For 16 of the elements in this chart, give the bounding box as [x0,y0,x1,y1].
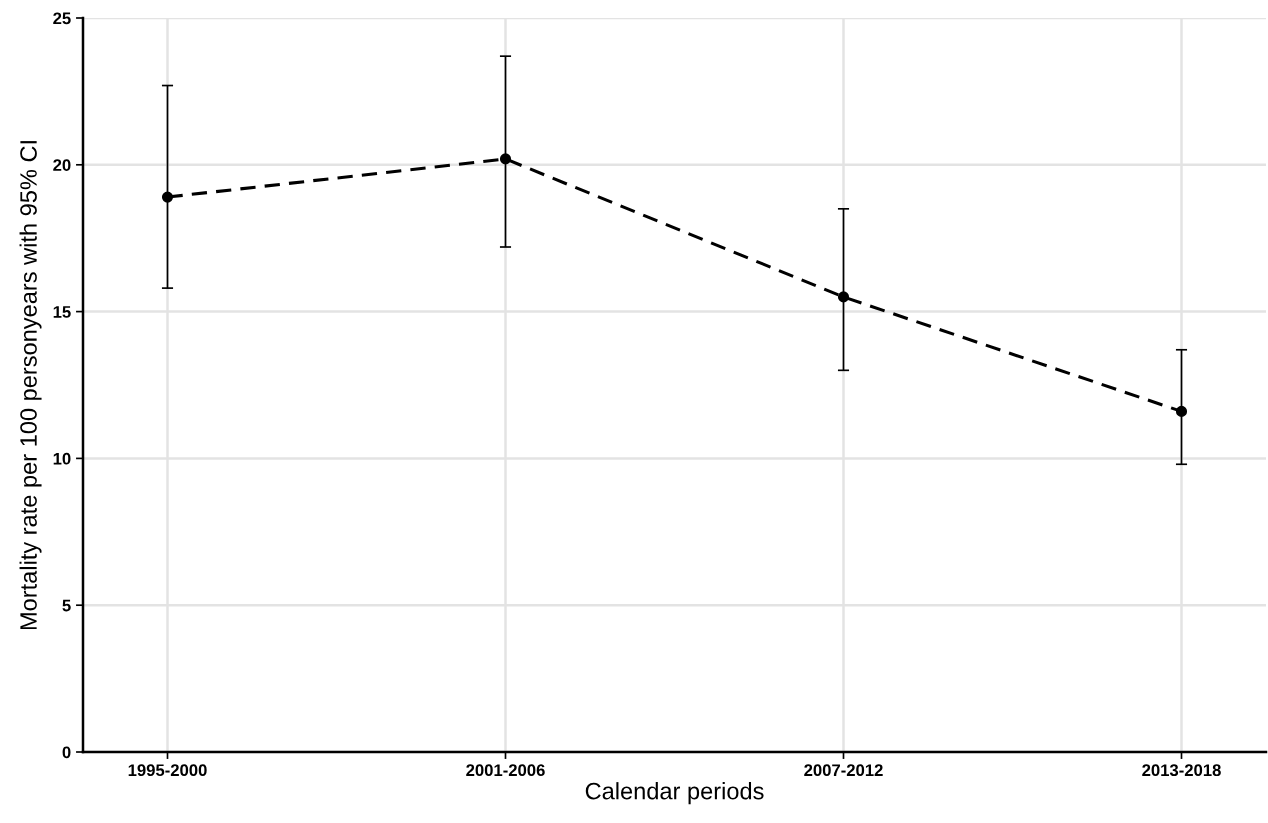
point [837,291,850,303]
x-tick-label: 2007-2012 [804,764,883,777]
point [1175,405,1188,417]
y-tick-label: 15 [53,306,71,318]
y-tick-label: 0 [62,746,71,759]
x-axis-title: Calendar periods [585,782,764,805]
y-tick-label: 5 [62,599,71,612]
y-tick-label: 20 [53,159,71,171]
y-tick-label: 10 [53,452,71,465]
point [161,191,174,203]
y-axis-title: Mortality rate per 100 personyears with 95% CI [19,141,42,630]
x-tick-label: 1995-2000 [128,764,207,777]
y-tick-label: 25 [53,12,71,25]
x-tick-label: 2001-2006 [466,764,545,777]
x-tick-label: 2013-2018 [1142,764,1221,777]
point [499,153,512,165]
